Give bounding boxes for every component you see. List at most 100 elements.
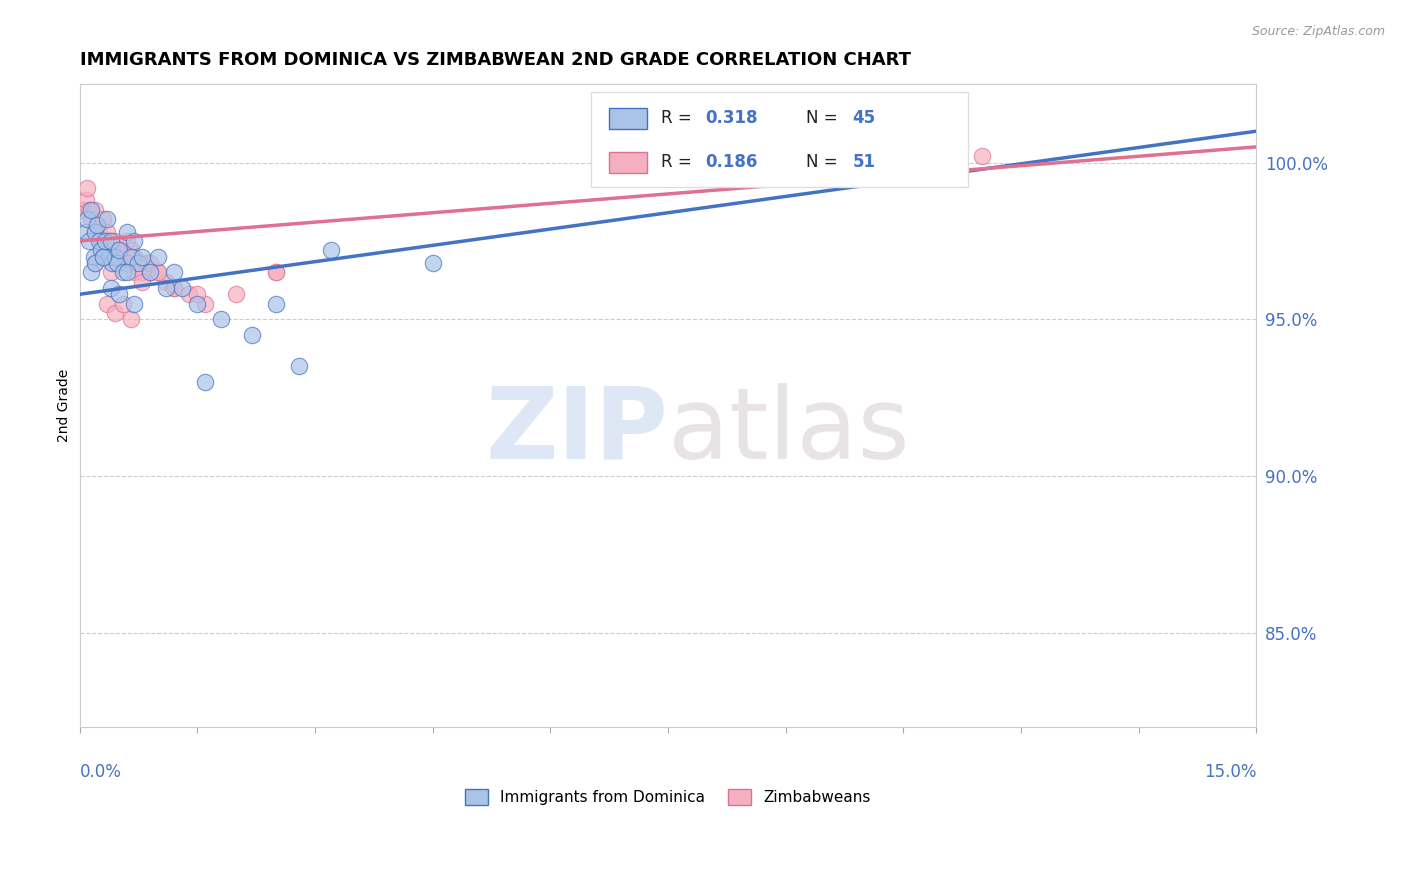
Point (105, 256, 128, 270)
Point (107, 244, 129, 258)
Point (90, 234, 112, 248)
Point (84, 225, 107, 239)
Text: ZIP: ZIP (485, 383, 668, 480)
Point (80, 212, 103, 227)
Text: 0.318: 0.318 (706, 110, 758, 128)
Point (120, 244, 142, 258)
Point (120, 250, 142, 264)
Text: N =: N = (806, 153, 842, 171)
Point (139, 265, 162, 279)
Text: 51: 51 (852, 153, 876, 171)
Point (131, 265, 153, 279)
Point (186, 287, 208, 301)
Point (139, 256, 162, 270)
Point (75, 225, 97, 239)
Point (89, 234, 111, 248)
Point (100, 234, 122, 248)
Point (155, 281, 177, 295)
Text: R =: R = (661, 110, 697, 128)
Point (194, 375, 217, 389)
Point (170, 281, 193, 295)
Text: R =: R = (661, 153, 697, 171)
Point (124, 234, 146, 248)
Point (124, 250, 146, 264)
Point (76, 212, 98, 227)
Point (264, 296, 287, 310)
Text: Source: ZipAtlas.com: Source: ZipAtlas.com (1251, 25, 1385, 38)
Point (127, 256, 149, 270)
Point (120, 312, 142, 326)
Point (111, 256, 134, 270)
Point (90, 244, 112, 258)
Point (131, 250, 153, 264)
Point (319, 244, 342, 258)
Point (111, 296, 134, 310)
FancyBboxPatch shape (609, 108, 647, 128)
Point (93, 234, 115, 248)
Point (84, 256, 107, 270)
Point (91, 212, 114, 227)
Point (146, 250, 169, 264)
Point (96, 296, 118, 310)
Point (107, 250, 129, 264)
Point (84, 256, 107, 270)
Point (83, 250, 105, 264)
Point (209, 312, 232, 326)
Point (127, 256, 149, 270)
Point (115, 225, 138, 239)
Text: IMMIGRANTS FROM DOMINICA VS ZIMBABWEAN 2ND GRADE CORRELATION CHART: IMMIGRANTS FROM DOMINICA VS ZIMBABWEAN 2… (80, 51, 911, 69)
Point (422, 256, 444, 270)
Point (115, 234, 138, 248)
Point (98, 250, 121, 264)
Text: atlas: atlas (668, 383, 910, 480)
Point (96, 212, 118, 227)
Point (104, 250, 127, 264)
Point (86, 219, 108, 233)
Point (107, 244, 129, 258)
Point (83, 225, 105, 239)
Point (100, 281, 122, 295)
Point (101, 250, 124, 264)
Point (124, 265, 146, 279)
Point (77, 234, 100, 248)
Point (264, 265, 287, 279)
Point (91, 250, 114, 264)
Point (115, 265, 138, 279)
Point (100, 244, 122, 258)
Point (77, 202, 100, 217)
Point (179, 287, 201, 301)
Point (105, 244, 128, 258)
Point (93, 234, 115, 248)
Point (790, 130, 813, 145)
Point (89, 225, 111, 239)
Point (163, 281, 186, 295)
Point (135, 256, 157, 270)
Point (104, 234, 127, 248)
Text: 15.0%: 15.0% (1204, 763, 1257, 780)
Point (288, 359, 311, 374)
Text: N =: N = (806, 110, 842, 128)
Point (240, 328, 263, 343)
Y-axis label: 2nd Grade: 2nd Grade (58, 369, 72, 442)
Point (163, 265, 186, 279)
Point (124, 296, 146, 310)
Point (163, 281, 186, 295)
Point (98, 234, 121, 248)
Point (80, 265, 103, 279)
Point (970, 149, 993, 163)
FancyBboxPatch shape (592, 92, 969, 187)
Text: 45: 45 (852, 110, 876, 128)
Point (91, 250, 114, 264)
Point (111, 265, 134, 279)
Point (146, 265, 169, 279)
Point (107, 287, 129, 301)
Point (96, 225, 118, 239)
Point (100, 265, 122, 279)
Point (72, 202, 94, 217)
Point (75, 193, 97, 207)
Point (86, 219, 108, 233)
Point (186, 296, 208, 310)
Point (194, 296, 217, 310)
Point (104, 306, 127, 320)
Point (115, 256, 138, 270)
